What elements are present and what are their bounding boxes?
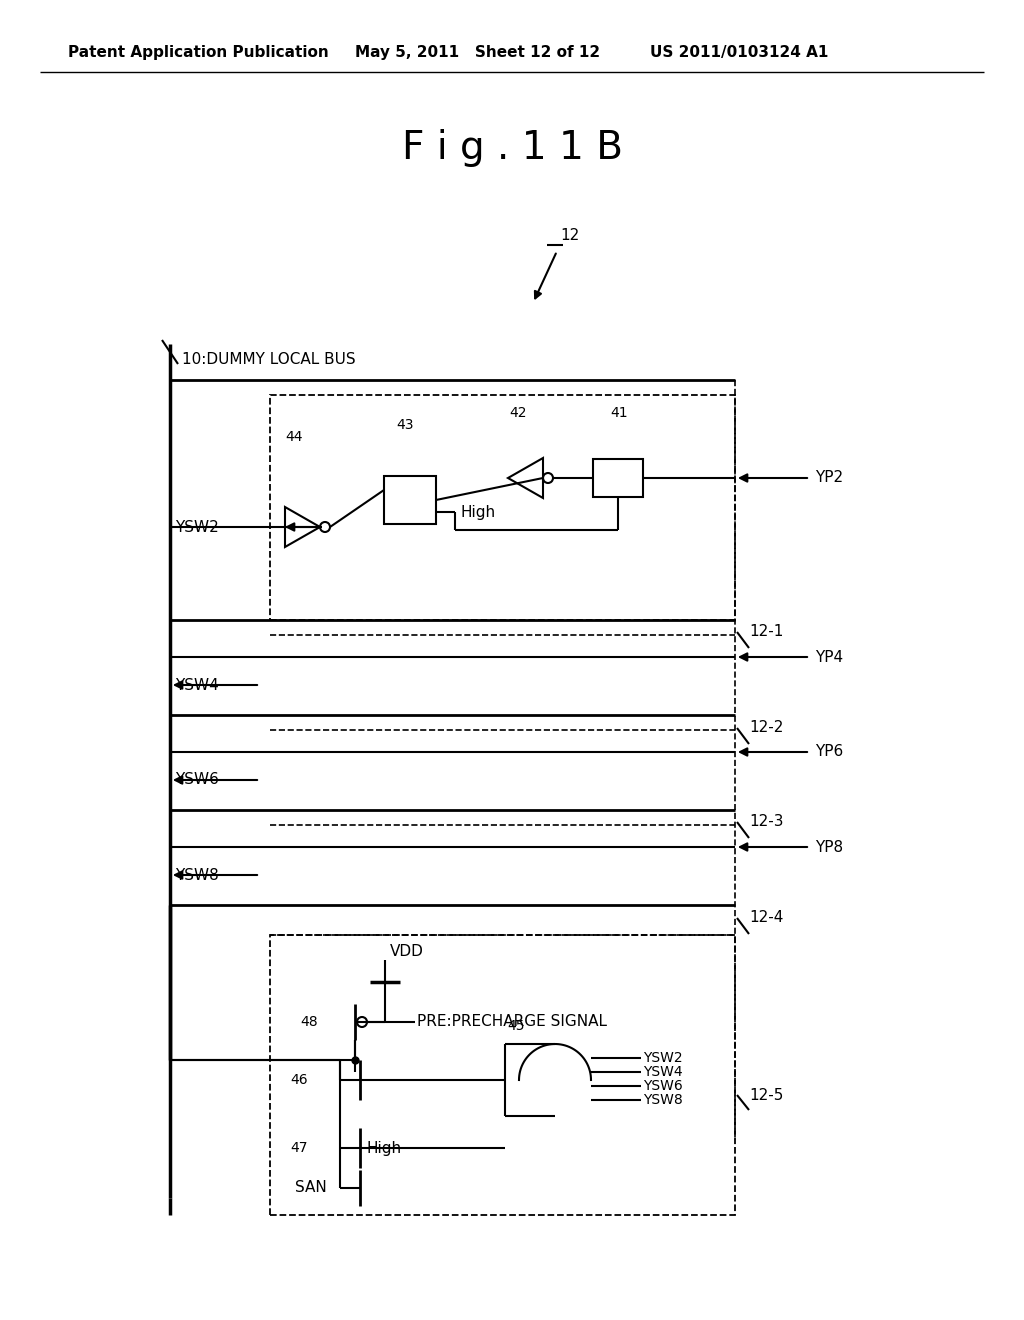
Text: High: High xyxy=(366,1140,401,1155)
Text: YP8: YP8 xyxy=(815,840,843,854)
Text: YP4: YP4 xyxy=(815,649,843,664)
Text: 10:DUMMY LOCAL BUS: 10:DUMMY LOCAL BUS xyxy=(182,351,355,367)
Text: YSW4: YSW4 xyxy=(643,1065,683,1078)
Text: 48: 48 xyxy=(300,1015,317,1030)
Text: YSW8: YSW8 xyxy=(643,1093,683,1107)
Bar xyxy=(270,935,735,1214)
Text: 12-1: 12-1 xyxy=(749,624,783,639)
Text: PRE:PRECHARGE SIGNAL: PRE:PRECHARGE SIGNAL xyxy=(417,1015,607,1030)
Text: YSW6: YSW6 xyxy=(175,772,219,788)
Text: 41: 41 xyxy=(610,407,628,420)
Text: YP2: YP2 xyxy=(815,470,843,486)
Text: 12-5: 12-5 xyxy=(749,1088,783,1102)
Text: 43: 43 xyxy=(396,418,414,432)
Text: 12-2: 12-2 xyxy=(749,721,783,735)
Text: YSW4: YSW4 xyxy=(175,677,219,693)
Bar xyxy=(270,395,735,620)
Text: 47: 47 xyxy=(290,1140,307,1155)
Text: 44: 44 xyxy=(285,430,302,444)
Text: 42: 42 xyxy=(509,407,526,420)
Text: 12-4: 12-4 xyxy=(749,911,783,925)
Text: VDD: VDD xyxy=(390,945,424,960)
Text: YSW2: YSW2 xyxy=(643,1051,683,1065)
Text: 46: 46 xyxy=(290,1073,307,1086)
Text: YSW8: YSW8 xyxy=(175,867,219,883)
Text: High: High xyxy=(460,504,496,520)
Text: YSW6: YSW6 xyxy=(643,1078,683,1093)
Text: Patent Application Publication: Patent Application Publication xyxy=(68,45,329,59)
Text: YP6: YP6 xyxy=(815,744,843,759)
Text: US 2011/0103124 A1: US 2011/0103124 A1 xyxy=(650,45,828,59)
Text: 45: 45 xyxy=(507,1019,524,1034)
Text: SAN: SAN xyxy=(295,1180,327,1196)
Bar xyxy=(593,459,643,498)
Text: 12-3: 12-3 xyxy=(749,814,783,829)
Text: May 5, 2011   Sheet 12 of 12: May 5, 2011 Sheet 12 of 12 xyxy=(355,45,600,59)
Text: 12: 12 xyxy=(560,227,580,243)
Bar xyxy=(384,477,436,524)
Text: F i g . 1 1 B: F i g . 1 1 B xyxy=(401,129,623,168)
Text: YSW2: YSW2 xyxy=(175,520,219,535)
